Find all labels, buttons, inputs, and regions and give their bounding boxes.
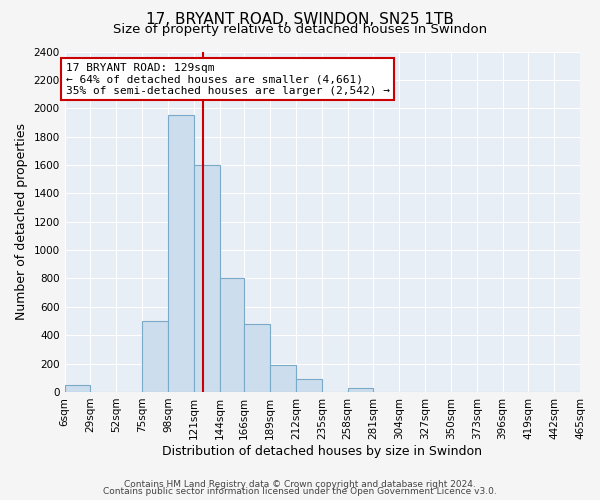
X-axis label: Distribution of detached houses by size in Swindon: Distribution of detached houses by size … [163, 444, 482, 458]
Bar [220, 278, 244, 392]
Bar [65, 385, 91, 392]
Bar [270, 365, 296, 392]
Text: 17, BRYANT ROAD, SWINDON, SN25 1TB: 17, BRYANT ROAD, SWINDON, SN25 1TB [146, 12, 454, 28]
Bar [244, 324, 270, 392]
Y-axis label: Number of detached properties: Number of detached properties [15, 123, 28, 320]
Bar [142, 321, 168, 392]
Text: Contains public sector information licensed under the Open Government Licence v3: Contains public sector information licen… [103, 488, 497, 496]
Bar [168, 116, 194, 392]
Text: Size of property relative to detached houses in Swindon: Size of property relative to detached ho… [113, 22, 487, 36]
Bar [194, 165, 220, 392]
Text: Contains HM Land Registry data © Crown copyright and database right 2024.: Contains HM Land Registry data © Crown c… [124, 480, 476, 489]
Bar [296, 379, 322, 392]
Bar [347, 388, 373, 392]
Text: 17 BRYANT ROAD: 129sqm
← 64% of detached houses are smaller (4,661)
35% of semi-: 17 BRYANT ROAD: 129sqm ← 64% of detached… [66, 63, 390, 96]
